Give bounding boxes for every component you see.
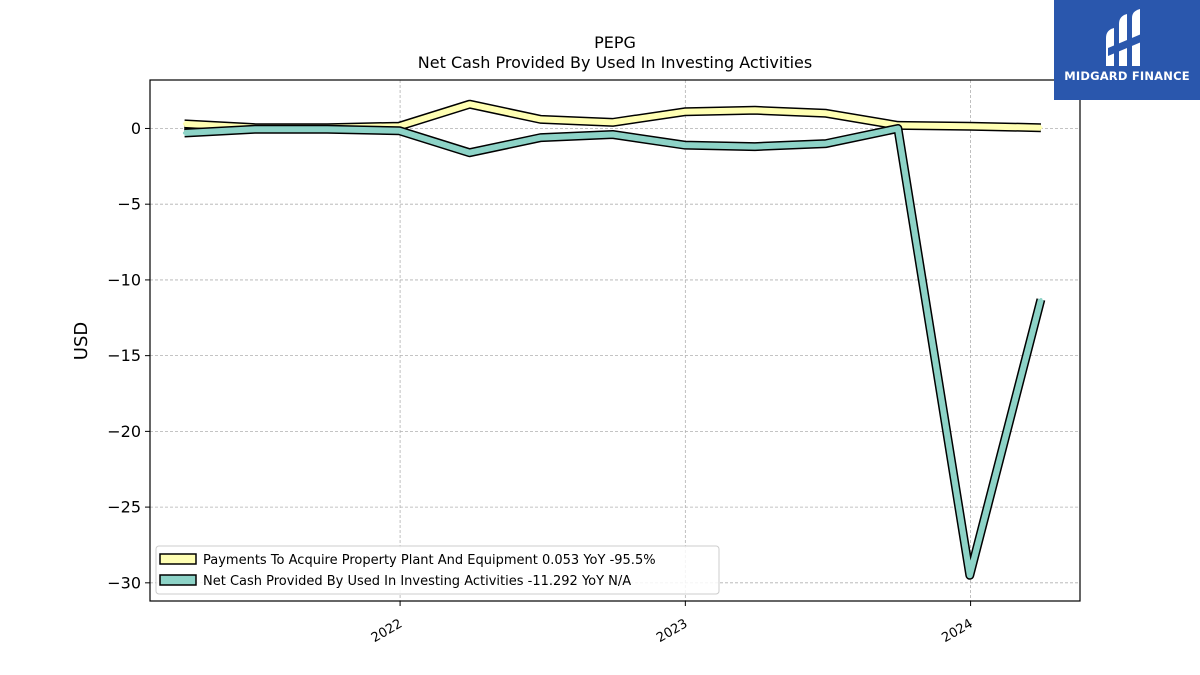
y-tick-label: −25 (107, 498, 141, 517)
data-point (611, 120, 615, 124)
data-point (968, 573, 972, 577)
y-tick-label: −20 (107, 422, 141, 441)
midgard-finance-logo: MIDGARD FINANCE (1054, 0, 1200, 100)
data-point (611, 133, 615, 137)
legend: Payments To Acquire Property Plant And E… (155, 545, 720, 595)
plot-frame (149, 79, 1081, 602)
data-point (968, 124, 972, 128)
logo-text: MIDGARD FINANCE (1064, 69, 1190, 83)
series-2 (182, 124, 1046, 580)
data-point (683, 143, 687, 147)
legend-swatch (159, 574, 197, 586)
y-tick-label: −5 (117, 195, 141, 214)
data-point (325, 127, 329, 131)
y-tick-label: −10 (107, 270, 141, 289)
legend-swatch (159, 553, 197, 565)
data-point (254, 127, 258, 131)
logo-mark-icon (1106, 9, 1146, 66)
y-axis-label: USD (71, 322, 92, 360)
legend-label: Payments To Acquire Property Plant And E… (203, 553, 656, 568)
x-axis: 2022 2023 2024 (369, 601, 976, 646)
series-lines (182, 99, 1046, 580)
legend-label: Net Cash Provided By Used In Investing A… (203, 574, 631, 589)
grid (150, 80, 1080, 601)
x-tick-label: 2024 (939, 616, 975, 646)
data-point (182, 122, 186, 126)
data-point (468, 102, 472, 106)
data-point (1039, 126, 1043, 130)
data-point (753, 145, 757, 149)
data-point (824, 142, 828, 146)
y-tick-label: −30 (107, 573, 141, 592)
data-point (539, 136, 543, 140)
x-tick-label: 2023 (654, 616, 690, 646)
data-point (397, 129, 401, 133)
legend-box (155, 545, 720, 595)
series-line-outline (184, 124, 1046, 580)
x-tick-label: 2022 (369, 616, 405, 646)
data-point (896, 126, 900, 130)
data-point (182, 131, 186, 135)
data-point (753, 108, 757, 112)
y-axis: 0 −5 −10 −15 −20 −25 −30 (107, 119, 150, 592)
chart-title: PEPG (594, 33, 636, 52)
y-tick-label: −15 (107, 346, 141, 365)
data-point (468, 151, 472, 155)
data-point (824, 111, 828, 115)
y-tick-label: 0 (131, 119, 141, 138)
data-point (1039, 297, 1043, 301)
data-point (683, 110, 687, 114)
chart-subtitle: Net Cash Provided By Used In Investing A… (418, 53, 812, 72)
data-point (539, 117, 543, 121)
